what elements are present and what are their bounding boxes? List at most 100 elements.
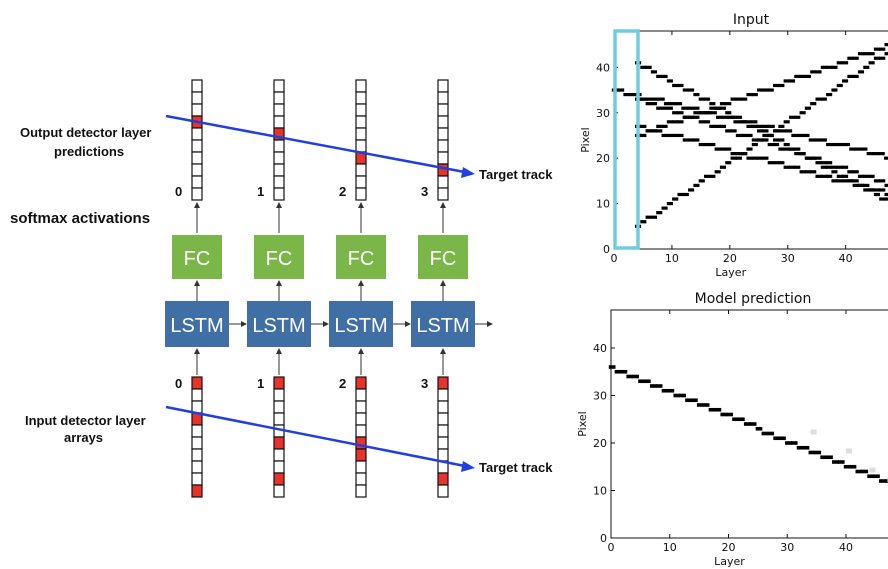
track-pixel [735, 156, 742, 160]
track-pixel [810, 170, 817, 174]
track-pixel [677, 133, 684, 138]
track-pixel [725, 111, 732, 115]
arrowhead [276, 348, 282, 354]
track-pixel [788, 79, 796, 83]
track-pixel [831, 165, 838, 169]
track-pixel [863, 174, 870, 178]
track-pixel [831, 170, 838, 174]
track-pixel [749, 422, 757, 426]
track-pixel [667, 388, 675, 393]
track-pixel [682, 138, 689, 142]
track-pixel [802, 445, 810, 450]
track-pixel [826, 65, 833, 69]
arrowhead [194, 202, 200, 208]
track-4 [634, 52, 888, 228]
input-label-line1: Input detector layer [25, 413, 146, 428]
track-pixel [698, 111, 705, 115]
track-pixel [714, 170, 721, 174]
x-tick-label: 30 [781, 252, 795, 265]
output-target-track-label: Target track [479, 167, 553, 182]
track-pixel [773, 161, 780, 165]
track-pixel [849, 147, 856, 151]
track-pixel [735, 97, 742, 101]
time-step-columns: 0 FC LSTM 0 1 FC LSTM 1 2 FC LSTM 2 3 FC LSTM 3 [165, 79, 493, 498]
track-pixel [688, 188, 695, 192]
detector-cell [273, 175, 285, 189]
detector-cell [273, 187, 285, 201]
track-5 [634, 124, 888, 197]
track-pixel [842, 174, 849, 178]
x-tick-label: 40 [839, 252, 853, 265]
track-pixel [725, 129, 732, 133]
detector-cell [273, 484, 285, 498]
track-pixel [656, 211, 663, 215]
y-tick-label: 10 [596, 198, 610, 211]
track-pixel [746, 133, 753, 138]
lstm-block [411, 301, 475, 347]
faint-pixel [810, 429, 817, 435]
track-pixel [843, 142, 851, 147]
output-step-label: 0 [175, 184, 182, 199]
time-step-3: 3 FC LSTM 3 [411, 79, 493, 498]
input-track-line [165, 405, 471, 469]
lstm-block [165, 301, 229, 347]
track-pixel [861, 469, 869, 474]
track-pixel [884, 197, 888, 201]
input-step-label: 1 [257, 376, 264, 391]
track-pixel [808, 138, 816, 142]
arrowhead [241, 321, 247, 327]
y-tick-label: 30 [596, 107, 610, 120]
time-step-2: 2 FC LSTM 2 [329, 79, 411, 498]
track-pixel [783, 142, 790, 147]
track-pixel [855, 147, 862, 151]
detector-cell [355, 103, 367, 117]
track-pixel [778, 161, 785, 165]
track-pixel [716, 115, 723, 119]
output-step-label: 3 [421, 184, 428, 199]
track-3 [634, 97, 888, 188]
track-pixel [820, 65, 827, 69]
track-pixel [804, 74, 811, 79]
track-pixel [746, 147, 753, 151]
track-pixel [652, 97, 659, 101]
input-chart-title: Input [733, 12, 770, 28]
track-pixel [785, 129, 793, 133]
track-pixel [703, 111, 711, 115]
track-pixel [847, 74, 854, 79]
track-pixel [767, 161, 774, 165]
track-pixel [815, 70, 822, 74]
track-pixel [698, 179, 705, 183]
track-pixel [714, 124, 721, 128]
track-pixel [719, 106, 727, 110]
track-pixel [703, 120, 711, 124]
track-pixel [703, 142, 711, 147]
track-pixel [762, 133, 769, 138]
detector-cell [273, 388, 285, 402]
track-pixel [677, 192, 684, 197]
detector-cell [437, 91, 449, 105]
track-pixel [794, 152, 801, 156]
detector-cell [437, 187, 449, 201]
track-pixel [682, 115, 689, 119]
track-pixel [863, 52, 870, 56]
y-tick-label: 40 [593, 342, 607, 355]
track-pixel [623, 92, 630, 97]
track-pixel [725, 147, 732, 151]
track-pixel [666, 79, 673, 83]
track-pixel [741, 120, 748, 124]
track-pixel [669, 102, 677, 106]
track-pixel [814, 138, 822, 142]
track-pixel [656, 124, 663, 128]
track-pixel [693, 138, 700, 142]
track-pixel [672, 120, 679, 124]
detector-cell [273, 79, 285, 93]
output-step-label: 2 [339, 184, 346, 199]
x-axis-label: Layer [714, 555, 745, 568]
detector-cell [437, 388, 449, 402]
track-pixel [884, 52, 888, 56]
track-pixel [666, 133, 673, 138]
track-pixel [779, 436, 786, 441]
detector-cell [191, 163, 203, 177]
track-0 [608, 365, 888, 483]
track-pixel [751, 92, 758, 97]
